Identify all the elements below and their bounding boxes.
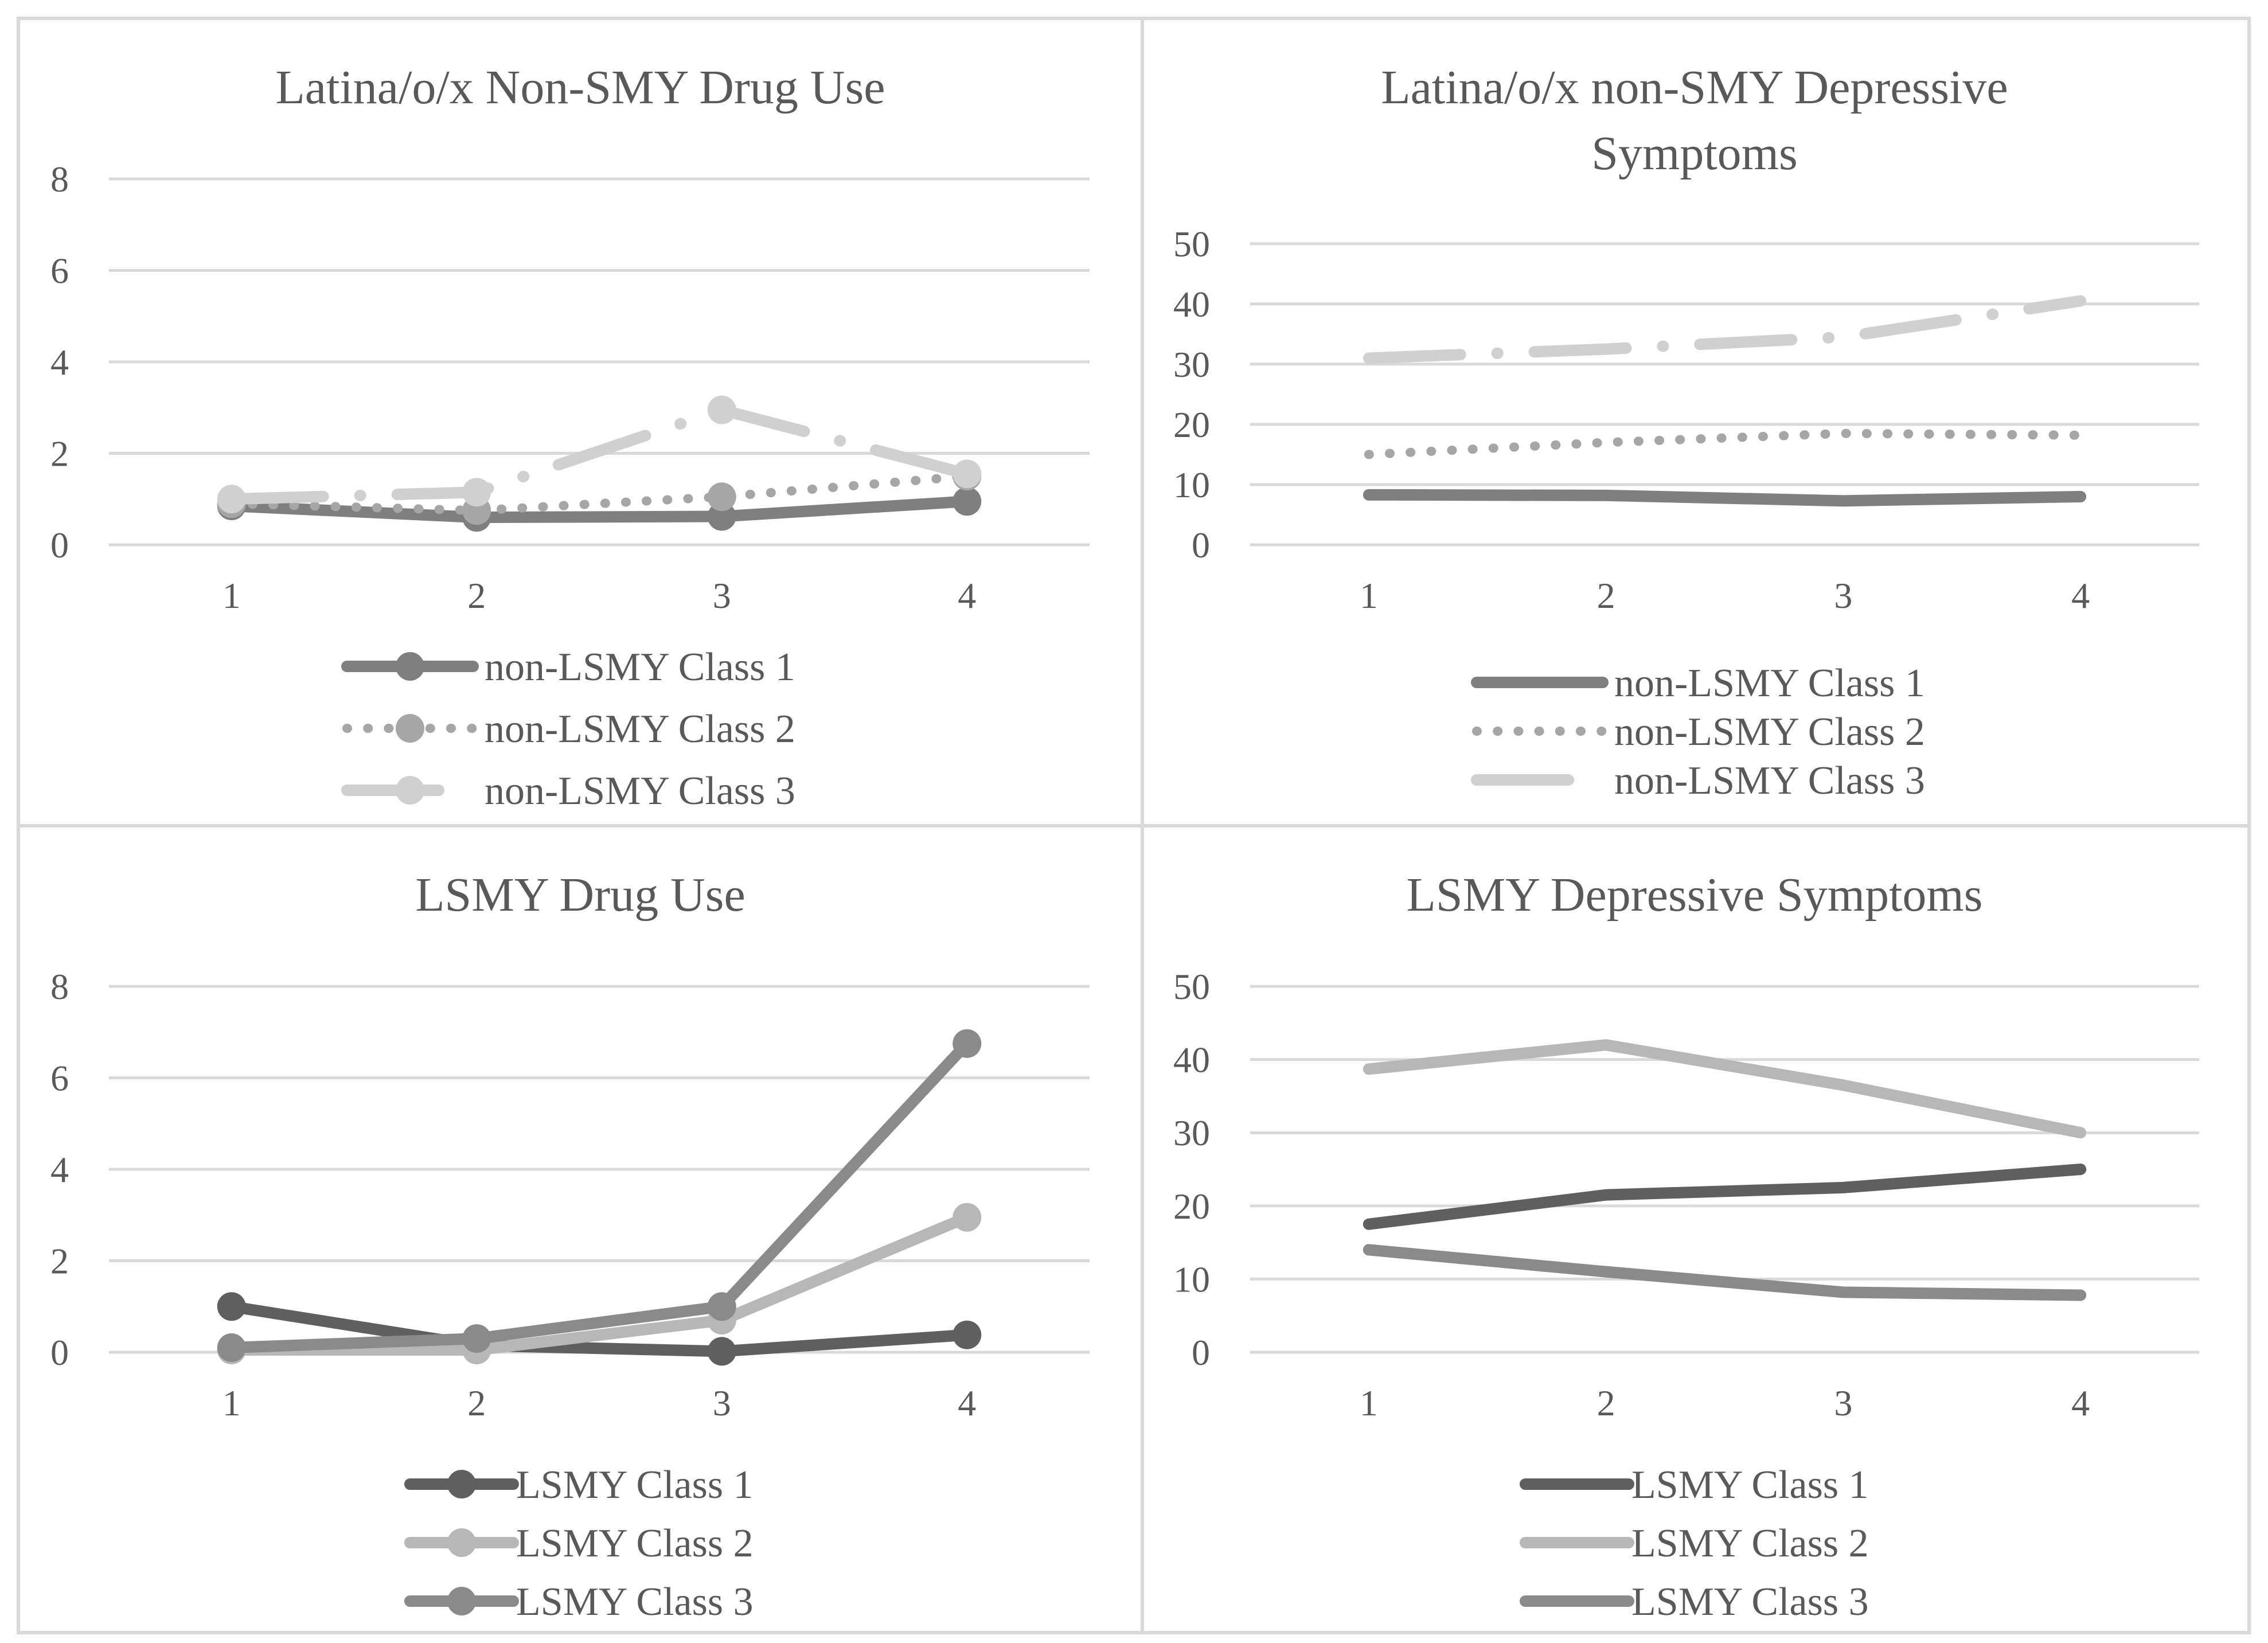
legend-label: non-LSMY Class 1 (485, 645, 795, 689)
series-line (225, 1037, 973, 1354)
y-tick-label: 6 (50, 1058, 69, 1099)
y-tick-label: 2 (50, 1241, 69, 1282)
x-tick-label: 1 (1360, 1383, 1378, 1423)
chart-title: LSMY Depressive Symptoms (1407, 868, 1983, 922)
legend-marker (396, 652, 424, 681)
legend-label: non-LSMY Class 3 (485, 769, 795, 813)
series-line (1363, 489, 2087, 507)
panel-lsmy-drug-use: LSMY Drug Use 0 2 4 6 8 1 2 3 4 LSMY Class 1 LSMY … (50, 868, 1090, 1624)
data-point (462, 1324, 491, 1353)
x-tick-label: 4 (958, 575, 976, 616)
legend-marker (396, 714, 424, 743)
legend-label: LSMY Class 3 (1631, 1580, 1869, 1624)
y-tick-label: 0 (50, 525, 69, 565)
y-tick-label: 40 (1173, 284, 1210, 325)
legend-label: non-LSMY Class 1 (1614, 661, 1925, 705)
series-line (1363, 1039, 2087, 1139)
panel-nonlsmy-depressive-symptoms: Latina/o/x non-SMY Depressive Symptoms 0 1… (1173, 61, 2199, 803)
data-point (707, 395, 736, 424)
legend-label: LSMY Class 1 (516, 1463, 754, 1507)
data-point (462, 478, 491, 507)
y-tick-label: 4 (50, 1149, 69, 1190)
chart-title: LSMY Drug Use (415, 868, 745, 922)
x-tick-label: 4 (958, 1383, 976, 1423)
series-line (225, 1301, 973, 1357)
x-tick-label: 3 (1834, 575, 1852, 616)
legend-marker (396, 776, 424, 805)
data-point (953, 487, 982, 516)
data-point (217, 485, 246, 514)
y-tick-label: 20 (1173, 1186, 1210, 1227)
data-point (707, 502, 736, 531)
legend-marker (447, 1528, 476, 1557)
series-line (1363, 1244, 2087, 1301)
legend-label: LSMY Class 2 (516, 1521, 754, 1566)
x-tick-label: 3 (1834, 1383, 1852, 1423)
data-point (707, 482, 736, 512)
y-tick-label: 40 (1173, 1040, 1210, 1080)
x-tick-label: 3 (713, 1383, 731, 1423)
chart-title-line: Symptoms (1591, 127, 1797, 180)
series-line (225, 1211, 973, 1356)
y-tick-label: 4 (50, 342, 69, 383)
x-tick-label: 3 (713, 575, 731, 616)
series-line (225, 495, 973, 524)
y-tick-label: 50 (1173, 966, 1210, 1007)
data-point (953, 459, 982, 489)
legend-label: non-LSMY Class 2 (1614, 710, 1925, 754)
y-tick-label: 0 (50, 1332, 69, 1373)
panel-lsmy-depressive-symptoms: LSMY Depressive Symptoms 0 10 20 30 40 50 1 2 3 4… (1173, 868, 2199, 1624)
legend-label: non-LSMY Class 3 (1614, 759, 1925, 803)
y-tick-label: 0 (1192, 525, 1210, 565)
series-line (225, 404, 973, 505)
y-tick-label: 30 (1173, 344, 1210, 385)
chart-title-line: Latina/o/x non-SMY Depressive (1381, 61, 2008, 114)
y-tick-label: 50 (1173, 224, 1210, 264)
x-tick-label: 2 (467, 1383, 486, 1423)
data-point (707, 1337, 736, 1366)
data-point (953, 1203, 982, 1232)
y-tick-label: 0 (1192, 1332, 1210, 1373)
legend-label: LSMY Class 1 (1631, 1463, 1869, 1507)
x-tick-label: 1 (222, 575, 241, 616)
legend-label: LSMY Class 2 (1631, 1521, 1869, 1566)
data-point (707, 1292, 736, 1321)
series-line (1363, 295, 2087, 364)
data-point (953, 1029, 982, 1058)
series-line (227, 471, 972, 516)
x-tick-label: 1 (222, 1383, 241, 1423)
data-point (217, 1333, 246, 1363)
y-tick-label: 2 (50, 434, 69, 474)
legend-marker (447, 1470, 476, 1498)
legend-label: non-LSMY Class 2 (485, 707, 795, 751)
legend-label: LSMY Class 3 (516, 1580, 754, 1624)
x-tick-label: 2 (467, 575, 486, 616)
series-line (1364, 428, 2086, 459)
chart-title: Latina/o/x non-SMY Depressive Symptoms (1381, 61, 2008, 180)
x-tick-label: 2 (1597, 575, 1615, 616)
y-tick-label: 10 (1173, 1259, 1210, 1299)
y-tick-label: 10 (1173, 465, 1210, 505)
data-point (217, 1292, 246, 1321)
legend-marker (447, 1587, 476, 1615)
x-tick-label: 1 (1360, 575, 1378, 616)
x-tick-label: 4 (2071, 1383, 2090, 1423)
panel-nonlsmy-drug-use: Latina/o/x Non-SMY Drug Use 0 2 4 6 8 1 2 3 4 non… (50, 61, 1090, 813)
y-tick-label: 6 (50, 251, 69, 291)
series-line (1363, 1164, 2087, 1230)
x-tick-label: 2 (1597, 1383, 1615, 1423)
y-tick-label: 20 (1173, 404, 1210, 445)
y-tick-label: 8 (50, 966, 69, 1007)
x-tick-label: 4 (2071, 575, 2090, 616)
chart-title: Latina/o/x Non-SMY Drug Use (275, 61, 885, 114)
y-tick-label: 8 (50, 159, 69, 200)
y-tick-label: 30 (1173, 1113, 1210, 1153)
data-point (953, 1320, 982, 1349)
